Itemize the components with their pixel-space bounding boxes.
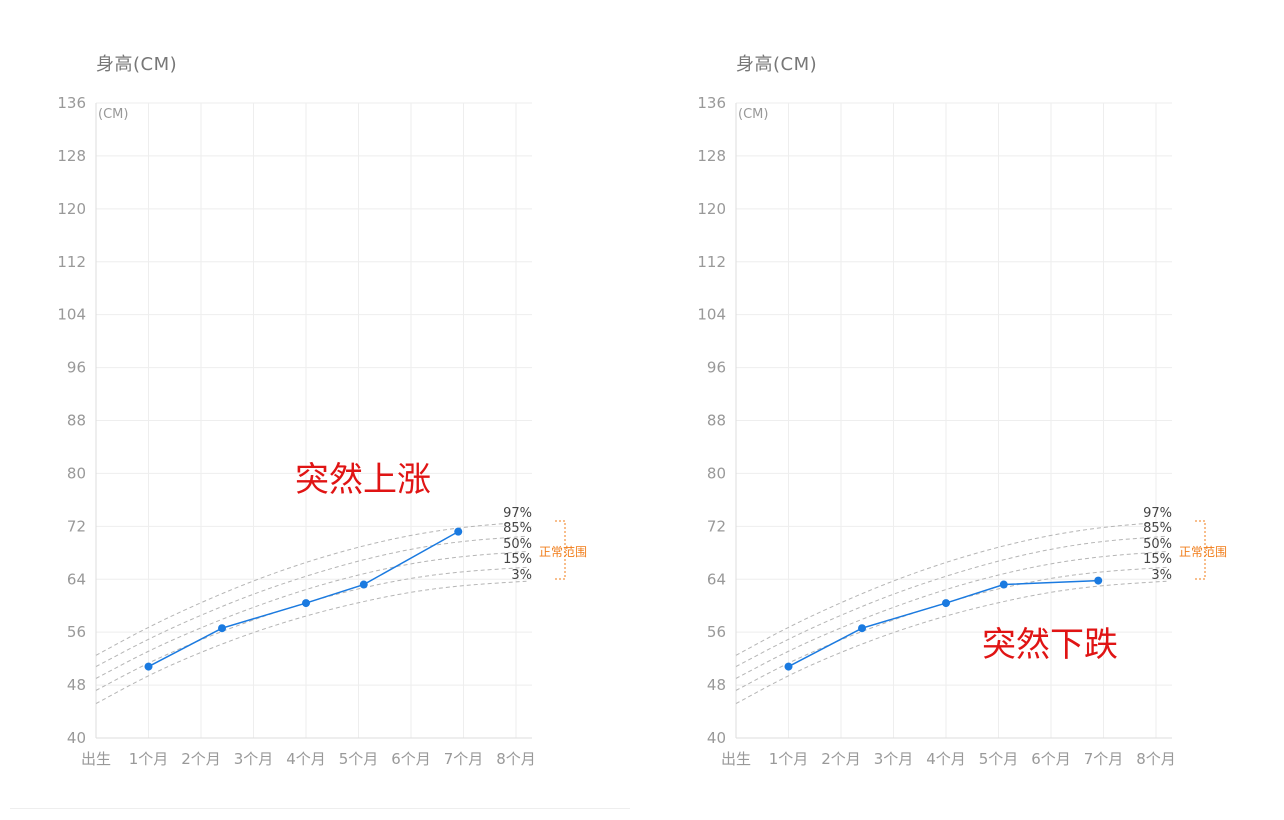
x-tick-label: 2个月 bbox=[821, 750, 861, 768]
y-tick-label: 120 bbox=[57, 200, 86, 218]
y-axis-unit-label: (CM) bbox=[98, 107, 128, 122]
x-tick-label: 4个月 bbox=[926, 750, 966, 768]
x-tick-label: 4个月 bbox=[286, 750, 326, 768]
y-tick-label: 64 bbox=[67, 570, 86, 588]
data-point bbox=[454, 527, 463, 536]
data-point bbox=[144, 662, 153, 671]
y-tick-label: 136 bbox=[697, 94, 726, 112]
height-chart-svg: 40 48 56 64 72 80 88 96 104 112 120 128 136 出生 1个月 2个月 3… bbox=[697, 94, 1227, 768]
y-axis-title: 身高(CM) bbox=[96, 54, 178, 75]
data-point bbox=[359, 580, 368, 589]
percentile-curve bbox=[735, 550, 1167, 679]
y-tick-label: 80 bbox=[67, 464, 86, 482]
bottom-divider bbox=[10, 808, 630, 809]
y-tick-label: 80 bbox=[707, 464, 726, 482]
y-tick-label: 128 bbox=[697, 147, 726, 165]
data-point bbox=[218, 624, 226, 633]
y-tick-label: 48 bbox=[707, 676, 726, 694]
percentile-label: 85% bbox=[503, 521, 532, 536]
y-tick-label: 128 bbox=[57, 147, 86, 165]
y-tick-label: 136 bbox=[57, 94, 86, 112]
percentile-curve bbox=[735, 580, 1167, 705]
percentile-curve bbox=[95, 550, 527, 679]
trend-annotation: 突然下跌 bbox=[982, 625, 1118, 665]
x-tick-label: 出生 bbox=[81, 750, 111, 768]
x-tick-label: 3个月 bbox=[234, 750, 274, 768]
y-tick-label: 48 bbox=[67, 676, 86, 694]
y-tick-label: 120 bbox=[697, 200, 726, 218]
y-tick-label: 72 bbox=[707, 517, 726, 535]
x-tick-label: 5个月 bbox=[979, 750, 1019, 768]
x-tick-label: 6个月 bbox=[391, 750, 431, 768]
normal-range-bracket bbox=[1195, 520, 1206, 580]
y-tick-label: 96 bbox=[707, 359, 726, 377]
percentile-label: 3% bbox=[1151, 568, 1172, 583]
y-axis-unit-label: (CM) bbox=[738, 107, 768, 122]
y-tick-label: 56 bbox=[67, 623, 86, 641]
normal-range-bracket bbox=[555, 520, 566, 580]
percentile-label: 50% bbox=[503, 537, 532, 552]
normal-range-label: 正常范围 bbox=[1179, 545, 1227, 559]
data-point bbox=[302, 599, 310, 608]
y-tick-label: 88 bbox=[67, 412, 86, 430]
percentile-label: 85% bbox=[1143, 521, 1172, 536]
chart-panel-left: 身高(CM) 40 48 56 64 72 80 88 96 104 112 120 128 136 出生… bbox=[0, 0, 640, 810]
percentile-label: 97% bbox=[1143, 506, 1172, 521]
y-tick-label: 40 bbox=[67, 729, 86, 747]
y-tick-label: 88 bbox=[707, 412, 726, 430]
chart-panel-right: 身高(CM) 40 48 56 64 72 80 88 96 104 112 120 128 136 出生… bbox=[640, 0, 1280, 810]
percentile-label: 3% bbox=[511, 568, 532, 583]
data-point bbox=[942, 599, 950, 608]
x-tick-label: 5个月 bbox=[339, 750, 379, 768]
percentile-label: 15% bbox=[1143, 552, 1172, 567]
height-chart-svg: 40 48 56 64 72 80 88 96 104 112 120 128 136 出生 1个月 2个月 3… bbox=[57, 94, 587, 768]
normal-range-label: 正常范围 bbox=[539, 545, 587, 559]
trend-annotation: 突然上涨 bbox=[295, 460, 431, 500]
data-point bbox=[858, 624, 866, 633]
y-axis-title: 身高(CM) bbox=[736, 54, 818, 75]
y-tick-label: 40 bbox=[707, 729, 726, 747]
percentile-curve bbox=[95, 580, 527, 705]
data-point bbox=[1094, 576, 1103, 585]
x-tick-label: 1个月 bbox=[769, 750, 809, 768]
x-tick-label: 3个月 bbox=[874, 750, 914, 768]
percentile-curve bbox=[735, 535, 1167, 668]
data-point bbox=[999, 580, 1008, 589]
x-tick-label: 8个月 bbox=[1136, 750, 1176, 768]
y-tick-label: 104 bbox=[697, 306, 726, 324]
y-tick-label: 96 bbox=[67, 359, 86, 377]
height-series-line bbox=[148, 530, 459, 668]
y-tick-label: 104 bbox=[57, 306, 86, 324]
x-tick-label: 7个月 bbox=[444, 750, 484, 768]
y-tick-label: 112 bbox=[57, 253, 86, 271]
x-tick-label: 出生 bbox=[721, 750, 751, 768]
x-tick-label: 6个月 bbox=[1031, 750, 1071, 768]
x-tick-label: 1个月 bbox=[129, 750, 169, 768]
x-tick-label: 7个月 bbox=[1084, 750, 1124, 768]
data-point bbox=[784, 662, 793, 671]
x-tick-label: 2个月 bbox=[181, 750, 221, 768]
y-tick-label: 112 bbox=[697, 253, 726, 271]
percentile-label: 50% bbox=[1143, 537, 1172, 552]
percentile-curve bbox=[735, 566, 1167, 691]
y-tick-label: 64 bbox=[707, 570, 726, 588]
percentile-label: 97% bbox=[503, 506, 532, 521]
y-tick-label: 72 bbox=[67, 517, 86, 535]
percentile-curve bbox=[95, 535, 527, 668]
percentile-curve bbox=[95, 566, 527, 691]
percentile-label: 15% bbox=[503, 552, 532, 567]
x-tick-label: 8个月 bbox=[496, 750, 536, 768]
y-tick-label: 56 bbox=[707, 623, 726, 641]
